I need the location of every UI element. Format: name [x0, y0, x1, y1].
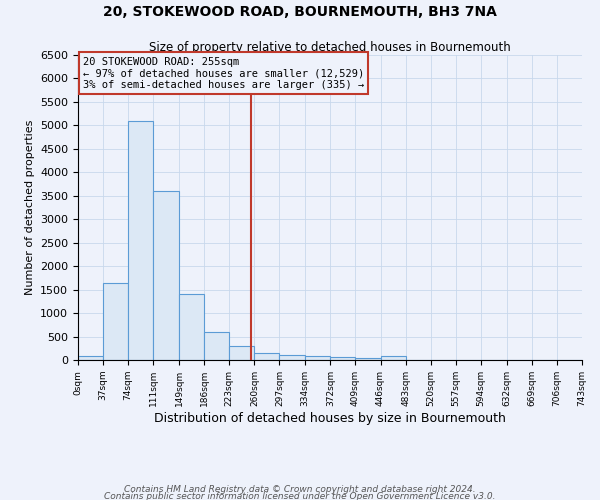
Text: 20 STOKEWOOD ROAD: 255sqm
← 97% of detached houses are smaller (12,529)
3% of se: 20 STOKEWOOD ROAD: 255sqm ← 97% of detac… — [83, 56, 364, 90]
Text: Contains HM Land Registry data © Crown copyright and database right 2024.: Contains HM Land Registry data © Crown c… — [124, 486, 476, 494]
Y-axis label: Number of detached properties: Number of detached properties — [25, 120, 35, 295]
Bar — [254, 353, 280, 360]
Title: Size of property relative to detached houses in Bournemouth: Size of property relative to detached ho… — [149, 41, 511, 54]
Bar — [179, 294, 204, 360]
Bar — [331, 357, 355, 360]
Bar — [380, 356, 406, 360]
Bar — [78, 356, 103, 360]
Bar — [103, 282, 128, 360]
Bar — [305, 356, 331, 360]
X-axis label: Distribution of detached houses by size in Bournemouth: Distribution of detached houses by size … — [154, 412, 506, 424]
Text: 20, STOKEWOOD ROAD, BOURNEMOUTH, BH3 7NA: 20, STOKEWOOD ROAD, BOURNEMOUTH, BH3 7NA — [103, 5, 497, 19]
Bar — [229, 346, 254, 360]
Bar — [355, 358, 380, 360]
Bar — [204, 332, 229, 360]
Bar — [153, 191, 179, 360]
Bar — [280, 356, 305, 360]
Bar — [128, 120, 153, 360]
Text: Contains public sector information licensed under the Open Government Licence v3: Contains public sector information licen… — [104, 492, 496, 500]
